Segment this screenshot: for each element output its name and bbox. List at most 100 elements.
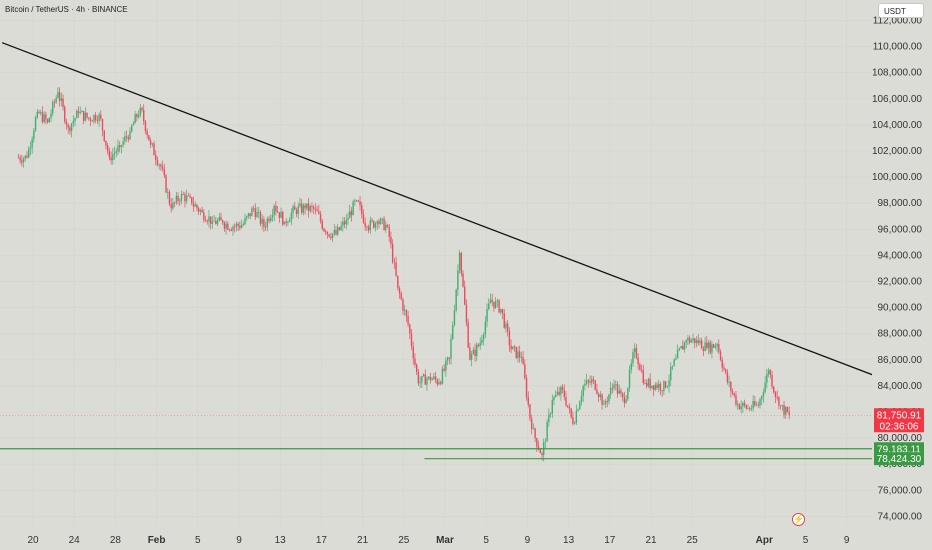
candle-body bbox=[197, 208, 200, 212]
candle-body bbox=[101, 119, 104, 131]
candle-body bbox=[149, 140, 152, 145]
price-axis[interactable]: 112,000.00 110,000.00 108,000.00 106,000.00… bbox=[872, 0, 932, 550]
candle-body bbox=[191, 197, 193, 204]
candle-body bbox=[658, 383, 660, 389]
candle-body bbox=[319, 213, 322, 222]
last-price-label bbox=[874, 408, 924, 433]
candle-body bbox=[738, 404, 741, 410]
candle-body bbox=[337, 227, 339, 235]
candle-body bbox=[651, 385, 653, 389]
candle-body bbox=[627, 387, 629, 400]
candle-body bbox=[585, 380, 588, 384]
candle-body bbox=[671, 365, 674, 368]
candle-body bbox=[127, 137, 129, 140]
candle-body bbox=[223, 222, 226, 229]
candle-body bbox=[572, 417, 574, 424]
candle-body bbox=[328, 234, 330, 237]
candle-body bbox=[635, 348, 638, 358]
candle-body bbox=[407, 316, 409, 325]
candle-body bbox=[185, 195, 188, 202]
time-tick-label: 21 bbox=[645, 535, 657, 546]
candle-body bbox=[213, 220, 215, 222]
candle-body bbox=[304, 205, 306, 209]
candle-body bbox=[288, 220, 291, 223]
candle-body bbox=[278, 212, 281, 218]
candle-body bbox=[544, 441, 547, 443]
candle-body bbox=[201, 209, 203, 213]
candle-body bbox=[161, 166, 164, 170]
candle-body bbox=[591, 379, 593, 383]
candle-body bbox=[584, 383, 586, 386]
candle-body bbox=[69, 127, 71, 131]
candle-body bbox=[740, 406, 742, 410]
candle-body bbox=[385, 224, 387, 231]
candle-body bbox=[141, 107, 143, 111]
candle-body bbox=[546, 422, 548, 442]
candle-body bbox=[335, 230, 337, 235]
candle-body bbox=[749, 408, 751, 410]
candle-body bbox=[323, 228, 325, 232]
time-tick-label: 20 bbox=[27, 535, 39, 546]
candle-body bbox=[131, 125, 133, 132]
candle-body bbox=[579, 402, 581, 410]
currency-button[interactable]: USDT bbox=[878, 3, 924, 18]
candle-body bbox=[587, 380, 590, 382]
candle-body bbox=[719, 351, 722, 360]
candle-body bbox=[628, 369, 631, 388]
candle-body bbox=[555, 394, 557, 397]
lightning-icon[interactable]: ⚡ bbox=[792, 513, 805, 526]
candle-body bbox=[609, 387, 612, 395]
candle-body bbox=[663, 381, 665, 392]
time-tick-label: 9 bbox=[844, 535, 850, 546]
candle-body bbox=[690, 340, 693, 343]
candle-body bbox=[276, 211, 279, 213]
price-tick-label: 110,000.00 bbox=[873, 42, 923, 53]
candle-body bbox=[666, 386, 669, 388]
candle-body bbox=[761, 396, 763, 400]
candle-body bbox=[72, 120, 75, 124]
candle-body bbox=[177, 195, 179, 201]
candle-body bbox=[412, 346, 414, 359]
candle-body bbox=[625, 399, 627, 403]
candle-body bbox=[252, 208, 255, 210]
candle-body bbox=[754, 401, 756, 406]
candle-body bbox=[774, 391, 777, 397]
candle-body bbox=[596, 389, 598, 394]
candle-body bbox=[494, 301, 497, 308]
candle-body bbox=[771, 374, 773, 387]
candle-body bbox=[520, 357, 523, 358]
candle-body bbox=[378, 221, 380, 225]
candle-body bbox=[649, 378, 651, 389]
candle-body bbox=[331, 233, 334, 238]
candle-body bbox=[706, 342, 708, 349]
candle-body bbox=[137, 114, 140, 118]
candle-body bbox=[786, 407, 789, 412]
trendline[interactable] bbox=[1, 42, 907, 389]
candle-body bbox=[680, 346, 682, 349]
candle-body bbox=[156, 159, 159, 165]
candle-body bbox=[184, 194, 186, 202]
candle-body bbox=[582, 385, 584, 396]
candle-body bbox=[297, 206, 299, 214]
candle-body bbox=[433, 376, 435, 379]
candle-body bbox=[215, 220, 217, 225]
candle-body bbox=[398, 288, 401, 294]
candle-body bbox=[235, 223, 238, 227]
candle-body bbox=[24, 155, 26, 159]
candle-body bbox=[726, 372, 729, 382]
candle-body bbox=[488, 303, 490, 310]
time-axis[interactable]: 20 24 28 Feb 5 9 13 17 21 25 Mar 5 9 13 17 21 25 Apr 5 9 bbox=[27, 535, 849, 546]
candle-body bbox=[606, 401, 608, 402]
candle-body bbox=[659, 383, 662, 391]
time-tick-label: 5 bbox=[483, 535, 489, 546]
candle-body bbox=[143, 110, 145, 122]
candle-body bbox=[179, 200, 181, 202]
candle-body bbox=[259, 212, 262, 224]
candle-body bbox=[422, 374, 425, 377]
candle-body bbox=[76, 110, 78, 119]
candle-body bbox=[117, 145, 119, 152]
candle-body bbox=[615, 384, 617, 385]
candle-body bbox=[779, 405, 782, 407]
candle-body bbox=[764, 382, 766, 393]
